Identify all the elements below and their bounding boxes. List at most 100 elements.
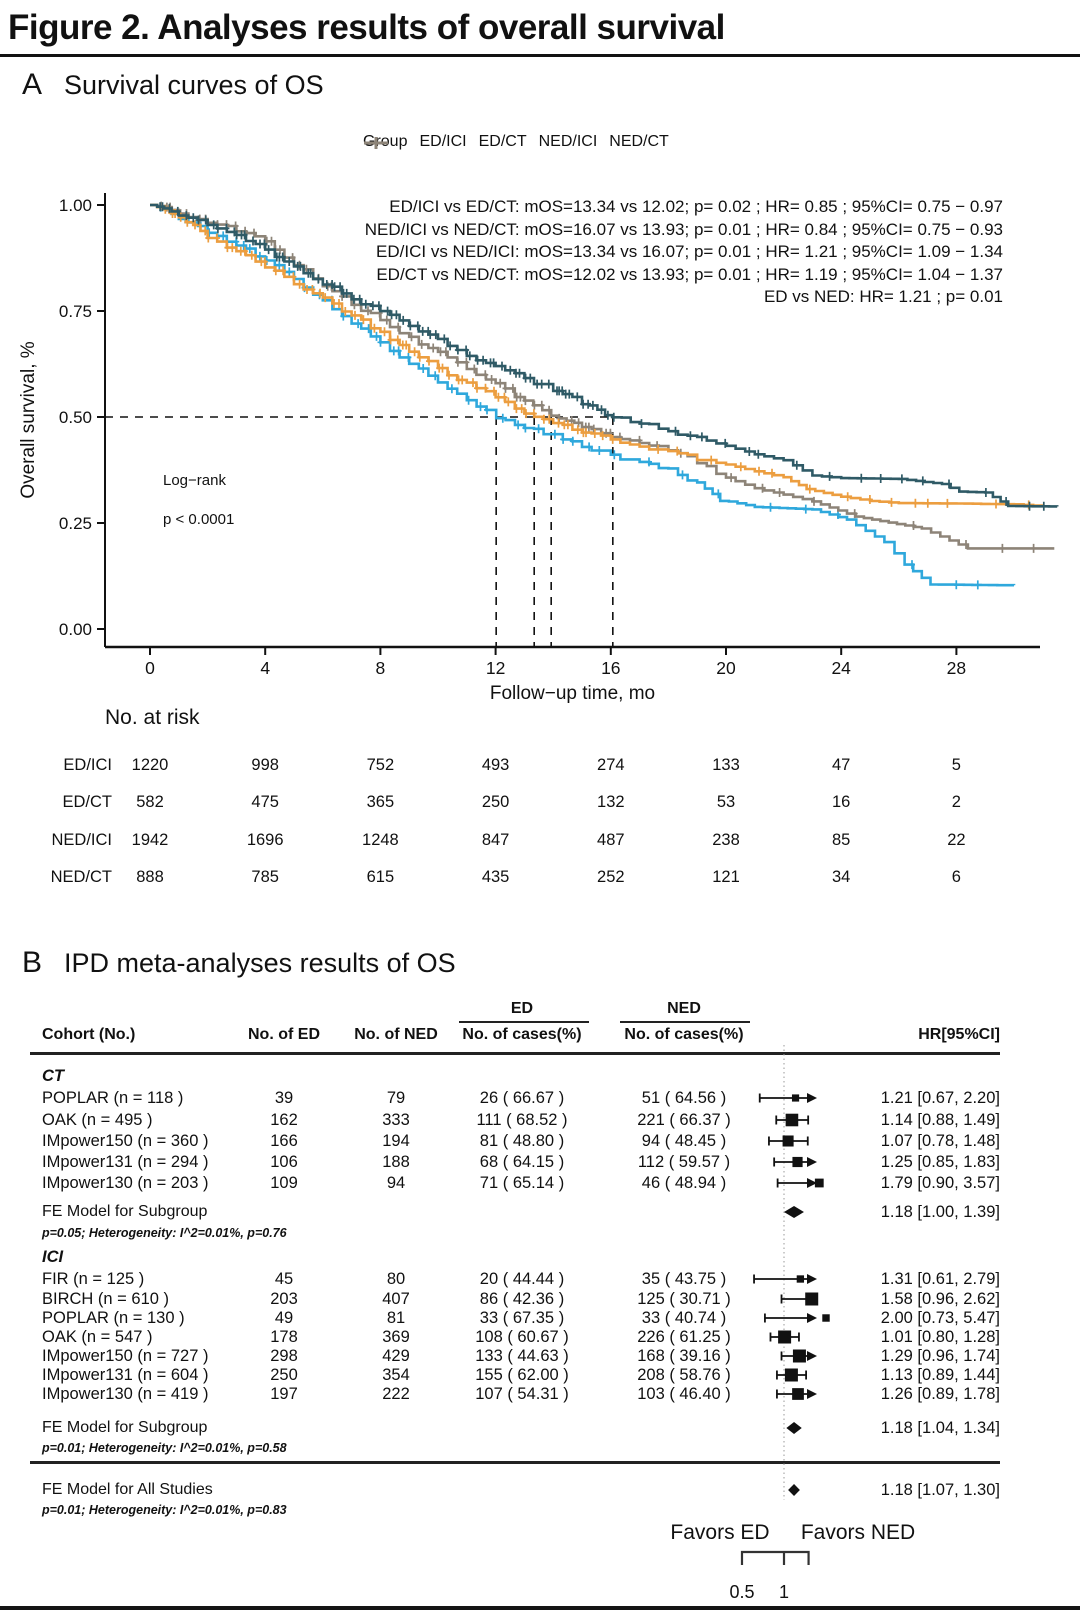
legend-marker-icon xyxy=(364,137,388,149)
svg-text:1: 1 xyxy=(779,1582,789,1602)
forest-row-hr: 1.07 [0.78, 1.48] xyxy=(880,1132,1000,1150)
forest-row-n-ed: 45 xyxy=(274,1270,294,1288)
panel-a-title: Survival curves of OS xyxy=(64,70,324,100)
forest-row-hr: 1.25 [0.85, 1.83] xyxy=(880,1153,1000,1171)
forest-row-hr: 1.13 [0.89, 1.44] xyxy=(880,1366,1000,1384)
km-comparison-line: ED vs NED: HR= 1.21 ; p= 0.01 xyxy=(763,287,1003,306)
table-header-rule xyxy=(30,1052,1000,1055)
forest-row-ed-cases: 26 ( 66.67 ) xyxy=(479,1089,565,1107)
forest-row-hr: 1.31 [0.61, 2.79] xyxy=(880,1270,1000,1288)
risk-count: 582 xyxy=(136,793,164,811)
forest-row-cohort: POPLAR (n = 130 ) xyxy=(42,1309,185,1327)
col-header-ed-cases: No. of cases(%) xyxy=(462,1026,582,1043)
forest-row-n-ned: 407 xyxy=(382,1290,410,1308)
favors-ned-label: Favors NED xyxy=(800,1521,916,1544)
fe-model-hr: 1.18 [1.00, 1.39] xyxy=(880,1203,1000,1221)
forest-row-ned-cases: 94 ( 48.45 ) xyxy=(641,1132,727,1150)
risk-count: 53 xyxy=(716,793,736,811)
forest-row-n-ed: 250 xyxy=(270,1366,298,1384)
risk-count: 752 xyxy=(366,756,395,774)
col-header-hr: HR[95%CI] xyxy=(918,1026,1000,1043)
forest-row-n-ned: 80 xyxy=(386,1270,406,1288)
forest-row-hr: 1.14 [0.88, 1.49] xyxy=(880,1111,1000,1129)
km-comparison-line: NED/ICI vs NED/CT: mOS=16.07 vs 13.93; p… xyxy=(364,219,1003,239)
col-header-ned-group: NED xyxy=(667,1000,701,1017)
forest-row-cohort: IMpower130 (n = 203 ) xyxy=(42,1174,209,1192)
forest-row-cohort: POPLAR (n = 118 ) xyxy=(42,1089,184,1107)
forest-row-n-ed: 178 xyxy=(270,1328,298,1346)
risk-row-group: ED/ICI xyxy=(63,756,112,774)
risk-count: 132 xyxy=(597,793,625,811)
risk-count: 85 xyxy=(832,831,851,849)
svg-text:0: 0 xyxy=(145,658,155,678)
forest-row-hr: 1.58 [0.96, 2.62] xyxy=(880,1290,1000,1308)
forest-row-n-ed: 162 xyxy=(270,1111,298,1129)
risk-count: 615 xyxy=(366,868,395,886)
svg-text:20: 20 xyxy=(716,658,736,678)
figure-title: Figure 2. Analyses results of overall su… xyxy=(8,8,725,47)
forest-row-cohort: IMpower150 (n = 727 ) xyxy=(42,1347,209,1365)
forest-row-ned-cases: 112 ( 59.57 ) xyxy=(637,1153,731,1171)
forest-row-ed-cases: 108 ( 60.67 ) xyxy=(475,1328,569,1346)
forest-row-cohort: BIRCH (n = 610 ) xyxy=(42,1290,170,1308)
bottom-border xyxy=(0,1606,1080,1610)
legend-entry-label: ED/ICI xyxy=(419,133,467,150)
legend-entry-label: NED/CT xyxy=(609,133,669,150)
forest-plot: 0.5 1 xyxy=(729,1045,830,1602)
risk-count: 365 xyxy=(366,793,395,811)
risk-count: 238 xyxy=(712,831,740,849)
legend-entry-label: ED/CT xyxy=(478,133,527,150)
svg-text:0.5: 0.5 xyxy=(729,1582,754,1602)
svg-text:4: 4 xyxy=(260,658,270,678)
risk-count: 1248 xyxy=(362,831,399,849)
svg-text:24: 24 xyxy=(831,658,851,678)
risk-count: 785 xyxy=(251,868,279,886)
forest-row-ed-cases: 133 ( 44.63 ) xyxy=(475,1347,569,1365)
forest-row-hr: 1.21 [0.67, 2.20] xyxy=(880,1089,1000,1107)
risk-table-title: No. at risk xyxy=(105,706,200,729)
forest-row-n-ned: 188 xyxy=(382,1153,410,1171)
svg-text:28: 28 xyxy=(947,658,966,678)
svg-text:8: 8 xyxy=(376,658,386,678)
heterogeneity-stats: p=0.01; Heterogeneity: I^2=0.01%, p=0.58 xyxy=(42,1441,287,1455)
forest-row-n-ed: 298 xyxy=(270,1347,298,1365)
forest-row-n-ned: 94 xyxy=(386,1174,406,1192)
risk-count: 34 xyxy=(832,868,851,886)
legend-entry-ed-ct: ED/CT xyxy=(364,133,527,151)
risk-count: 6 xyxy=(951,868,961,886)
legend-entry-ned-ici: NED/ICI xyxy=(364,133,597,151)
title-divider xyxy=(0,54,1080,57)
svg-text:Follow−up time, mo: Follow−up time, mo xyxy=(490,683,655,704)
col-header-no-ed: No. of ED xyxy=(248,1026,320,1043)
forest-row-ned-cases: 208 ( 58.76 ) xyxy=(637,1366,731,1384)
forest-row-hr: 1.01 [0.80, 1.28] xyxy=(880,1328,1000,1346)
risk-count: 2 xyxy=(951,793,961,811)
col-header-no-ned: No. of NED xyxy=(354,1026,438,1043)
km-comparison-line: ED/ICI vs ED/CT: mOS=13.34 vs 12.02; p= … xyxy=(389,197,1003,216)
forest-row-n-ed: 106 xyxy=(270,1153,298,1171)
svg-text:0.75: 0.75 xyxy=(59,302,92,321)
forest-row-ned-cases: 51 ( 64.56 ) xyxy=(641,1089,727,1107)
subgroup-label-ici: ICI xyxy=(42,1248,64,1266)
km-chart: 0.00 0.25 0.50 0.75 1.00 0 4 8 12 16 20 24 28 Follow−… xyxy=(59,193,1059,704)
fe-model-label: FE Model for Subgroup xyxy=(42,1419,208,1436)
ned-group-underline xyxy=(620,1021,750,1023)
forest-row-n-ed: 166 xyxy=(270,1132,298,1150)
col-header-ned-cases: No. of cases(%) xyxy=(624,1026,744,1043)
risk-count: 22 xyxy=(947,831,966,849)
forest-row-ed-cases: 33 ( 67.35 ) xyxy=(479,1309,565,1327)
svg-text:0.25: 0.25 xyxy=(59,514,92,533)
forest-row-ned-cases: 46 ( 48.94 ) xyxy=(641,1174,727,1192)
km-comparison-line: ED/ICI vs NED/ICI: mOS=13.34 vs 16.07; p… xyxy=(376,242,1003,261)
risk-count: 998 xyxy=(251,756,279,774)
risk-count: 487 xyxy=(597,831,625,849)
panel-a-label: A xyxy=(22,68,43,101)
km-annotations: ED/ICI vs ED/CT: mOS=13.34 vs 12.02; p= … xyxy=(365,196,1003,309)
fe-model-hr: 1.18 [1.04, 1.34] xyxy=(880,1419,1000,1437)
forest-row-hr: 2.00 [0.73, 5.47] xyxy=(880,1309,1000,1327)
risk-count: 16 xyxy=(832,793,851,811)
heterogeneity-stats: p=0.05; Heterogeneity: I^2=0.01%, p=0.76 xyxy=(42,1226,287,1240)
forest-row-ed-cases: 81 ( 48.80 ) xyxy=(479,1132,565,1150)
panel-b-title: IPD meta-analyses results of OS xyxy=(64,948,456,978)
